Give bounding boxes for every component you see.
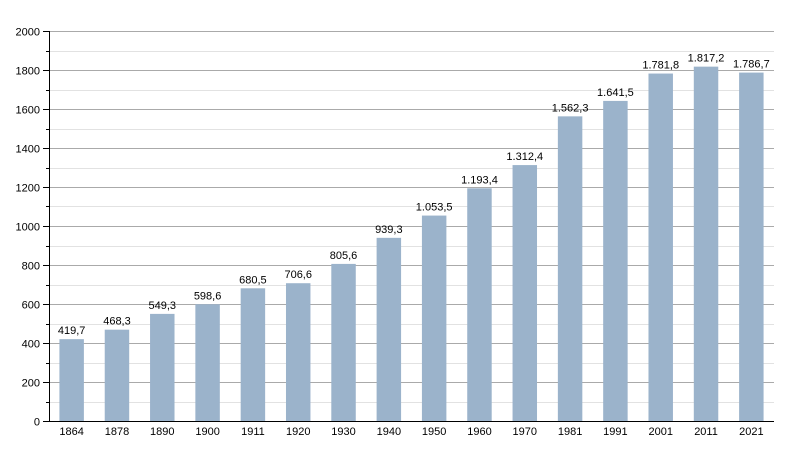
bar-1991 <box>603 100 628 421</box>
bars <box>59 66 764 422</box>
bar-value-label: 680,5 <box>239 274 267 286</box>
bar-1920 <box>285 283 311 421</box>
x-tick-label: 1991 <box>603 426 627 438</box>
y-tick-label: 1800 <box>16 66 40 78</box>
y-tick-label: 1200 <box>16 183 40 195</box>
y-tick-label: 1400 <box>16 144 40 156</box>
y-tick-label: 1000 <box>16 222 40 234</box>
x-tick-label: 2001 <box>648 426 672 438</box>
y-tick-label: 1600 <box>16 105 40 117</box>
x-tick-label: 1930 <box>331 426 355 438</box>
x-tick-label: 1920 <box>286 426 310 438</box>
bar-2011 <box>693 66 719 422</box>
bar-value-label: 419,7 <box>58 325 86 337</box>
y-tick-label: 0 <box>34 417 40 429</box>
x-tick-label: 1981 <box>558 426 582 438</box>
bar-value-label: 1.562,3 <box>552 102 589 114</box>
y-tick-label: 2000 <box>16 27 40 39</box>
bar-1911 <box>240 288 266 421</box>
x-tick-label: 1890 <box>150 426 174 438</box>
bar-1878 <box>104 329 130 421</box>
bar-1930 <box>331 263 356 421</box>
bar-value-label: 1.193,4 <box>461 174 498 186</box>
x-tick-label: 1960 <box>467 426 491 438</box>
axes <box>43 31 774 422</box>
bar-value-label: 1.817,2 <box>688 53 725 65</box>
bar-2021 <box>739 72 764 421</box>
bar-value-label: 1.312,4 <box>506 151 543 163</box>
bar-value-label: 549,3 <box>149 300 177 312</box>
bar-1970 <box>512 165 538 421</box>
x-tick-label: 2011 <box>694 426 718 438</box>
x-tick-label: 1878 <box>105 426 129 438</box>
y-tick-label: 400 <box>22 339 40 351</box>
y-tick-label: 800 <box>22 261 40 273</box>
bar-1981 <box>557 116 583 421</box>
bar-1900 <box>195 304 220 421</box>
bar-1960 <box>467 188 492 421</box>
bar-value-label: 1.641,5 <box>597 87 634 99</box>
x-tick-label: 1911 <box>241 426 265 438</box>
bar-2001 <box>648 73 673 422</box>
x-tick-label: 2021 <box>739 426 763 438</box>
bar-1864 <box>59 339 84 421</box>
bar-value-label: 939,3 <box>375 224 403 236</box>
bar-value-label: 1.053,5 <box>416 202 453 214</box>
bar-value-label: 805,6 <box>330 250 358 262</box>
bar-1940 <box>376 237 402 421</box>
bar-1950 <box>421 215 447 421</box>
y-tick-label: 200 <box>22 378 40 390</box>
bar-value-label: 468,3 <box>103 316 131 328</box>
x-tick-label: 1950 <box>422 426 446 438</box>
bar-1890 <box>150 313 175 421</box>
bar-value-label: 1.781,8 <box>642 60 679 72</box>
y-tick-label: 600 <box>22 300 40 312</box>
bar-value-label: 706,6 <box>284 269 312 281</box>
x-tick-label: 1900 <box>195 426 219 438</box>
bar-value-label: 598,6 <box>194 290 222 302</box>
labels: 0 200 400 600 800 1000 1200 1400 1600 1800 2000 419… <box>16 27 770 439</box>
x-tick-label: 1864 <box>59 426 83 438</box>
x-tick-label: 1940 <box>377 426 401 438</box>
x-tick-label: 1970 <box>513 426 537 438</box>
bar-value-label: 1.786,7 <box>733 59 770 71</box>
